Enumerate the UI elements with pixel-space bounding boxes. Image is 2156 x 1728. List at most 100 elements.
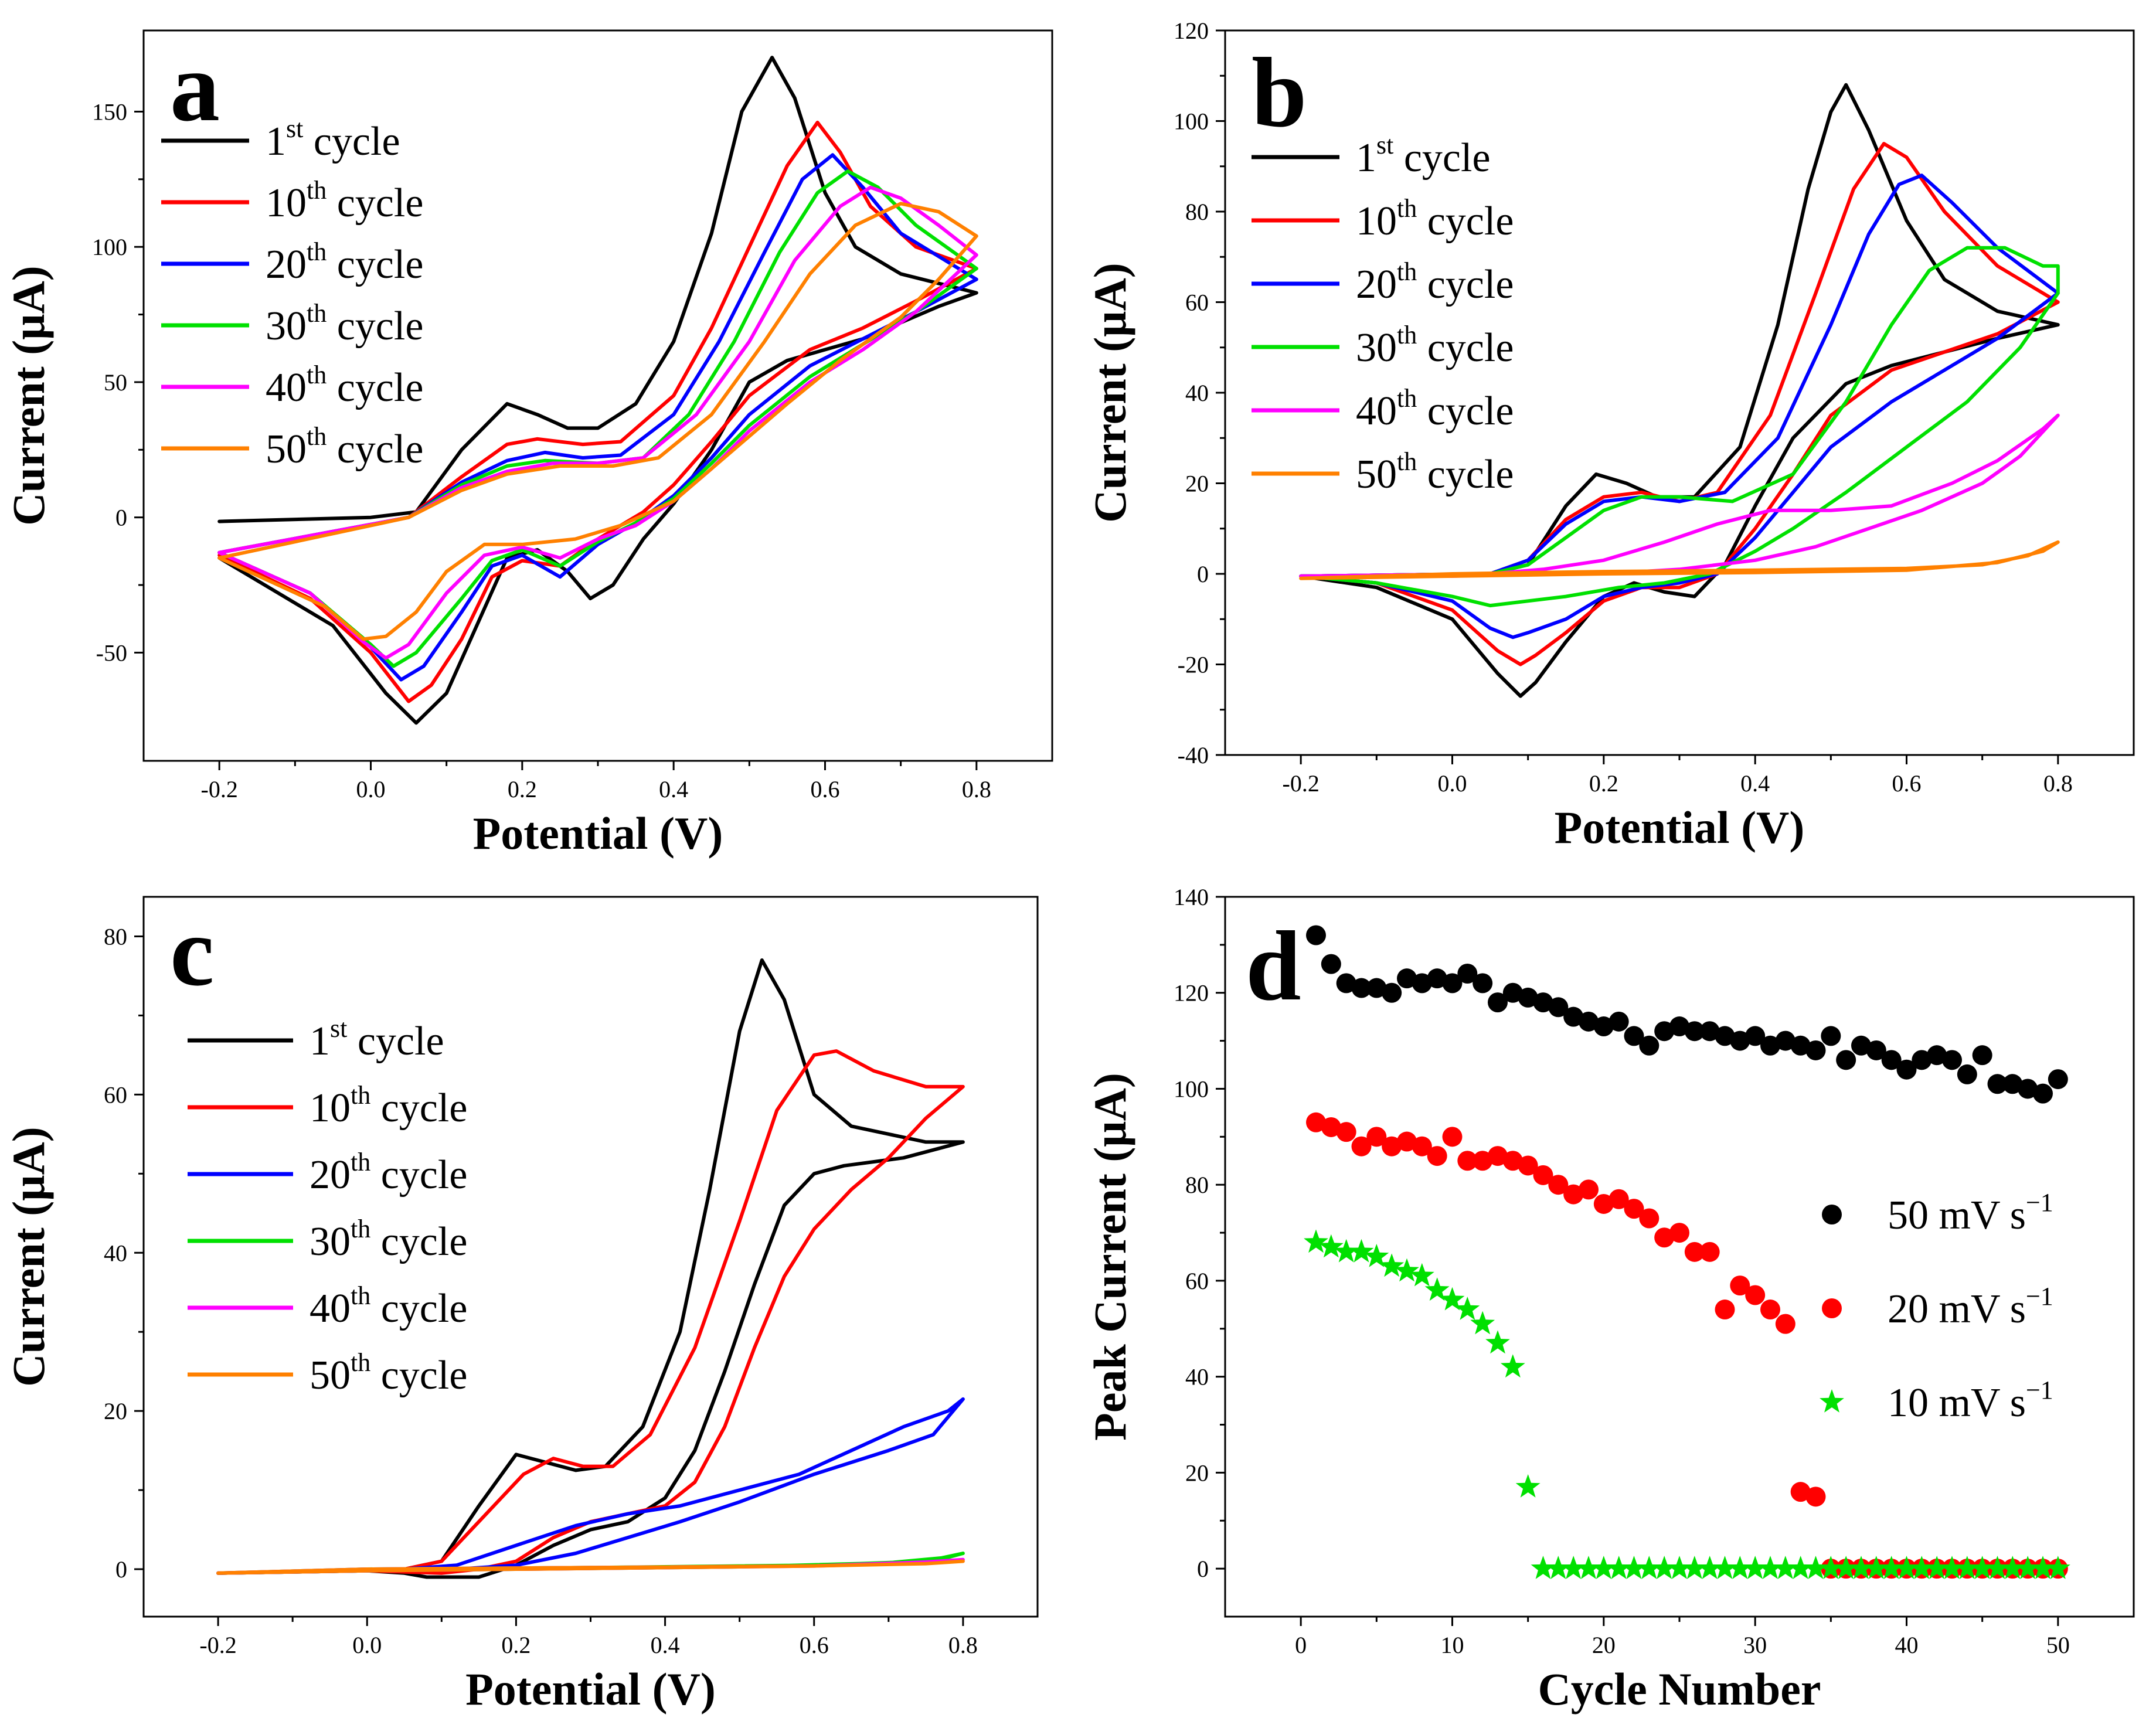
series-line-3 [216, 1397, 965, 1575]
y-tick-label: 40 [1185, 380, 1209, 406]
legend-label: 10th cycle [310, 1081, 467, 1131]
scatter-point [1775, 1030, 1795, 1051]
scatter-point [1606, 1556, 1631, 1579]
scatter-point [1637, 1556, 1662, 1579]
legend-label-number: 10 [310, 1086, 351, 1131]
legend-label-word: cycle [370, 1086, 467, 1131]
scatter-point [1485, 1330, 1510, 1354]
y-tick-label: 80 [1185, 1172, 1209, 1198]
legend-label-word: cycle [370, 1353, 467, 1398]
x-tick-label: 0 [1295, 1632, 1307, 1658]
scatter-point [1334, 1239, 1359, 1263]
scatter-point [1849, 1556, 1873, 1579]
x-tick-label: 0.4 [1740, 770, 1770, 797]
legend-label-suffix: th [1397, 257, 1417, 286]
scatter-point [1579, 1179, 1599, 1200]
legend-label-word: cycle [327, 242, 423, 287]
scatter-point [1667, 1556, 1692, 1579]
scatter-point [1654, 1021, 1675, 1042]
scatter-point [1927, 1045, 1947, 1066]
x-tick-label: 0.2 [508, 776, 537, 802]
y-tick-label: 150 [92, 98, 127, 125]
legend-label-suffix: th [351, 1215, 370, 1243]
legend-label-suffix: th [351, 1348, 370, 1377]
legend-label-word: cycle [327, 427, 423, 472]
legend-label-suffix: th [351, 1281, 370, 1310]
legend-label-word: cycle [327, 365, 423, 410]
legend-label: 40th cycle [266, 360, 423, 410]
legend-label-main: 20 mV s [1888, 1287, 2026, 1332]
y-tick-label: 50 [104, 369, 127, 396]
legend-label-suffix: th [307, 299, 327, 328]
legend-label: 50 mV s−1 [1888, 1188, 2053, 1238]
scatter-point [1336, 973, 1356, 994]
scatter-point [1576, 1556, 1601, 1579]
legend-marker [1822, 1205, 1842, 1224]
scatter-point [1382, 1136, 1402, 1156]
scatter-point [1533, 1165, 1553, 1185]
x-tick-label: 40 [1895, 1632, 1919, 1658]
scatter-point [1684, 1021, 1705, 1042]
y-tick-label: 80 [104, 923, 127, 950]
scatter-point [1518, 1155, 1538, 1176]
legend-label: 50th cycle [310, 1348, 467, 1398]
series-line-1 [217, 56, 978, 725]
legend-marker [1820, 1389, 1844, 1413]
scatter-point [1500, 1354, 1525, 1378]
scatter-point [1470, 1311, 1495, 1335]
legend-label-suffix: th [1397, 384, 1417, 413]
scatter-point [1563, 1006, 1584, 1027]
scatter-point [1896, 1059, 1917, 1080]
x-axis-title: Cycle Number [1538, 1664, 1821, 1715]
scatter-point [1669, 1016, 1689, 1037]
scatter-point [1652, 1556, 1677, 1579]
scatter-point [1712, 1556, 1737, 1579]
legend-label-number: 30 [310, 1219, 351, 1264]
legend-label-word: cycle [1417, 452, 1514, 497]
scatter-point [1457, 963, 1478, 984]
scatter-point [1760, 1300, 1780, 1320]
scatter-point [1395, 1258, 1419, 1282]
legend-label-number: 40 [266, 365, 307, 410]
scatter-point [1442, 973, 1463, 994]
legend-label-number: 30 [1356, 325, 1397, 370]
y-tick-label: 0 [115, 1556, 127, 1583]
legend-label-number: 50 [1356, 452, 1397, 497]
scatter-point [1760, 1035, 1780, 1056]
panel-c: -0.2 0.0 0.2 0.4 0.6 0.8 0 20 40 60 80 Potential (V… [3, 896, 1039, 1715]
y-tick-label: 20 [104, 1398, 127, 1424]
legend-label-number: 50 [266, 427, 307, 472]
scatter-point [1382, 982, 1402, 1003]
legend-label-main: 10 mV s [1888, 1380, 2026, 1426]
x-tick-label: 0.4 [651, 1632, 680, 1658]
y-tick-label: 140 [1174, 884, 1209, 910]
legend-label-suffix: st [1376, 131, 1393, 159]
scatter-point [1533, 992, 1553, 1013]
scatter-point [1715, 1026, 1735, 1046]
legend-label: 10th cycle [266, 176, 423, 226]
y-tick-label: 0 [115, 505, 127, 531]
scatter-point [1351, 978, 1372, 998]
series-line-6 [1299, 540, 2060, 580]
scatter-point [1621, 1556, 1647, 1579]
legend-label: 40th cycle [310, 1281, 467, 1331]
scatter-point [1321, 954, 1341, 974]
scatter-point [1351, 1136, 1372, 1156]
legend-label-word: cycle [1417, 389, 1514, 434]
x-tick-label: 30 [1743, 1632, 1767, 1658]
scatter-point [1987, 1074, 2008, 1094]
y-tick-label: 40 [104, 1240, 127, 1266]
legend-label-exponent: −1 [2026, 1188, 2053, 1217]
legend-label: 20th cycle [266, 237, 423, 287]
series-line-5 [217, 185, 978, 660]
x-tick-label: 0.2 [501, 1632, 531, 1658]
scatter-point [1788, 1556, 1813, 1579]
scatter-point [1412, 1136, 1432, 1156]
scatter-point [1727, 1556, 1753, 1579]
scatter-point [1624, 1199, 1644, 1219]
scatter-point [1366, 1127, 1387, 1147]
scatter-point [1866, 1040, 1886, 1060]
legend-label-suffix: th [351, 1081, 370, 1110]
x-tick-label: 0.0 [1438, 770, 1467, 797]
legend-label: 10th cycle [1356, 194, 1514, 244]
